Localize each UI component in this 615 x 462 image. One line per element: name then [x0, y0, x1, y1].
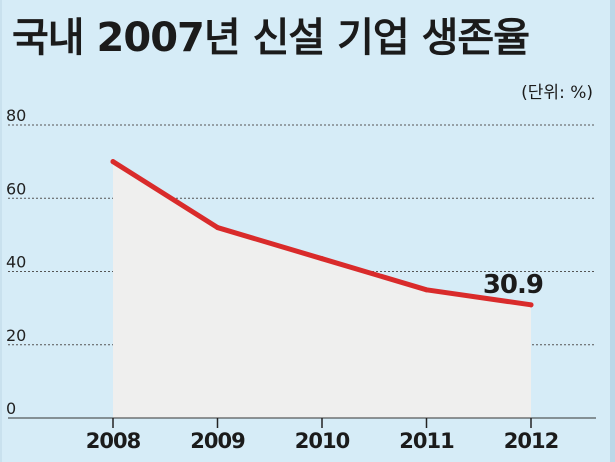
- x-axis: [8, 417, 596, 428]
- y-tick-label-20: 20: [6, 326, 26, 345]
- x-tick-label-2008: 2008: [86, 429, 141, 453]
- x-tick-label-2012: 2012: [504, 429, 558, 453]
- tick-labels: 0 20 40 60 80 2008 2009 2010 2011 2012 30.9: [6, 106, 559, 453]
- x-tick-label-2010: 2010: [295, 429, 350, 453]
- y-tick-label-80: 80: [6, 106, 26, 125]
- series-area: [113, 161, 531, 418]
- unit-label: (단위: %): [521, 83, 593, 103]
- chart-title: 국내 2007년 신설 기업 생존율: [12, 15, 530, 61]
- y-tick-label-0: 0: [6, 399, 16, 418]
- series-line-layer: [110, 159, 534, 308]
- data-point-2011: [424, 287, 429, 293]
- data-label-2012: 30.9: [483, 270, 543, 300]
- data-point-2012: [528, 302, 534, 308]
- data-point-2010: [319, 256, 325, 262]
- data-point-2009: [215, 225, 220, 231]
- y-tick-label-40: 40: [6, 253, 26, 272]
- x-tick-label-2009: 2009: [190, 429, 245, 453]
- data-point-2008: [110, 159, 116, 165]
- y-tick-label-60: 60: [6, 179, 26, 198]
- area-fill-layer: [113, 161, 531, 418]
- x-tick-label-2011: 2011: [399, 429, 454, 453]
